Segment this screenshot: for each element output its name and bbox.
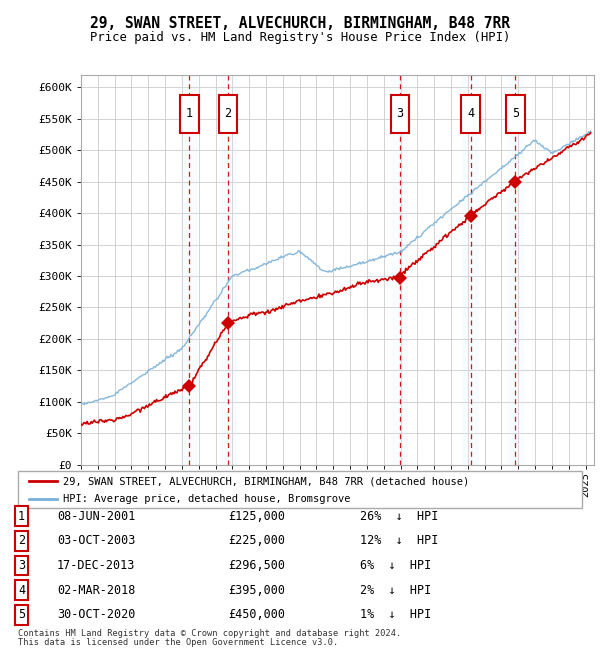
- Text: 08-JUN-2001: 08-JUN-2001: [57, 510, 136, 523]
- Text: 5: 5: [512, 107, 519, 120]
- Text: HPI: Average price, detached house, Bromsgrove: HPI: Average price, detached house, Brom…: [63, 494, 350, 504]
- Text: This data is licensed under the Open Government Licence v3.0.: This data is licensed under the Open Gov…: [18, 638, 338, 647]
- Text: 03-OCT-2003: 03-OCT-2003: [57, 534, 136, 547]
- Text: £395,000: £395,000: [228, 584, 285, 597]
- Text: 29, SWAN STREET, ALVECHURCH, BIRMINGHAM, B48 7RR (detached house): 29, SWAN STREET, ALVECHURCH, BIRMINGHAM,…: [63, 476, 469, 486]
- Bar: [220, 75, 236, 465]
- Bar: [391, 75, 409, 465]
- Bar: [181, 75, 198, 465]
- Text: £225,000: £225,000: [228, 534, 285, 547]
- Bar: [391, 95, 409, 133]
- Bar: [180, 95, 199, 133]
- Text: Price paid vs. HM Land Registry's House Price Index (HPI): Price paid vs. HM Land Registry's House …: [90, 31, 510, 44]
- Bar: [507, 75, 524, 465]
- Text: 12%  ↓  HPI: 12% ↓ HPI: [360, 534, 439, 547]
- Text: 17-DEC-2013: 17-DEC-2013: [57, 559, 136, 572]
- Text: 30-OCT-2020: 30-OCT-2020: [57, 608, 136, 621]
- Text: 4: 4: [18, 584, 25, 597]
- Text: 1: 1: [18, 510, 25, 523]
- Text: 2: 2: [18, 534, 25, 547]
- Text: 2: 2: [224, 107, 232, 120]
- Text: 3: 3: [397, 107, 403, 120]
- Bar: [461, 95, 480, 133]
- Text: 5: 5: [18, 608, 25, 621]
- Text: 2%  ↓  HPI: 2% ↓ HPI: [360, 584, 431, 597]
- Bar: [219, 95, 238, 133]
- Text: £125,000: £125,000: [228, 510, 285, 523]
- Text: 1%  ↓  HPI: 1% ↓ HPI: [360, 608, 431, 621]
- Text: 4: 4: [467, 107, 474, 120]
- Text: 3: 3: [18, 559, 25, 572]
- Text: 1: 1: [186, 107, 193, 120]
- Text: 02-MAR-2018: 02-MAR-2018: [57, 584, 136, 597]
- Bar: [506, 95, 525, 133]
- Bar: [463, 75, 479, 465]
- Text: 29, SWAN STREET, ALVECHURCH, BIRMINGHAM, B48 7RR: 29, SWAN STREET, ALVECHURCH, BIRMINGHAM,…: [90, 16, 510, 31]
- Text: 6%  ↓  HPI: 6% ↓ HPI: [360, 559, 431, 572]
- Text: £296,500: £296,500: [228, 559, 285, 572]
- Text: £450,000: £450,000: [228, 608, 285, 621]
- Text: 26%  ↓  HPI: 26% ↓ HPI: [360, 510, 439, 523]
- Text: Contains HM Land Registry data © Crown copyright and database right 2024.: Contains HM Land Registry data © Crown c…: [18, 629, 401, 638]
